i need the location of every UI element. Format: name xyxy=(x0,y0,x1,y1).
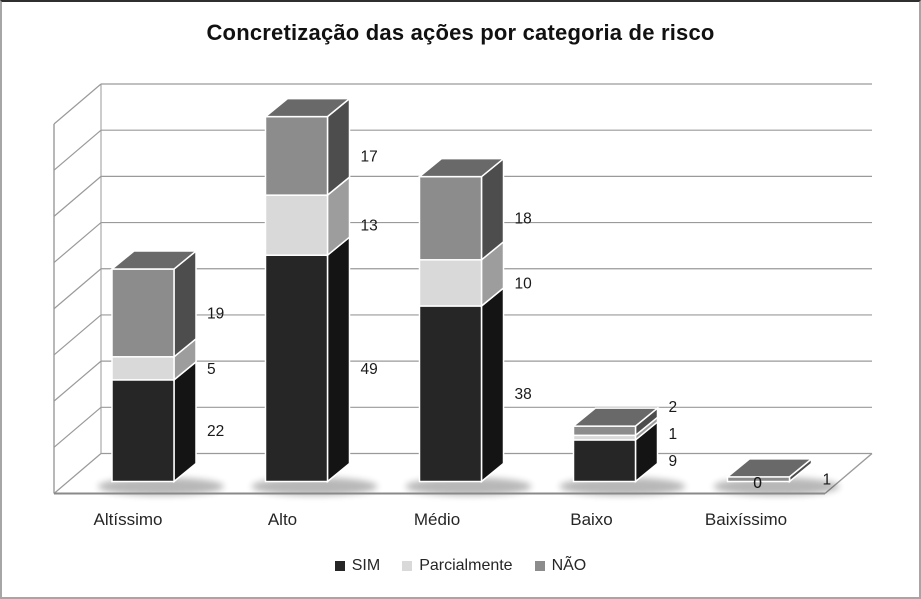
bar-segment-parcialmente-alto xyxy=(264,194,329,256)
data-label-parcialmente-alto: 13 xyxy=(361,218,378,235)
data-label-sim-altissimo: 22 xyxy=(207,423,224,440)
bar-segment-parcialmente-medio xyxy=(418,259,483,307)
legend: SIM Parcialmente NÃO xyxy=(2,557,919,575)
data-label-nao-medio: 18 xyxy=(515,211,532,228)
category-label-baixo: Baixo xyxy=(570,510,613,529)
bar-side-sim-altissimo xyxy=(173,360,197,484)
data-label-sim-medio: 38 xyxy=(515,386,532,403)
bar-segment-sim-medio xyxy=(418,305,483,483)
gridline-wall-diagonal xyxy=(53,406,102,448)
bar-segment-sim-alto xyxy=(264,254,329,483)
data-label-sim-baixo: 9 xyxy=(669,453,678,470)
legend-item-parcialmente: Parcialmente xyxy=(402,557,513,575)
gridline-wall-diagonal xyxy=(53,83,102,125)
bar-side-sim-medio xyxy=(480,286,505,484)
category-label-alto: Alto xyxy=(268,510,297,529)
gridline-wall-diagonal xyxy=(53,175,102,217)
category-label-baixissimo: Baixíssimo xyxy=(705,510,787,529)
data-label-nao-altissimo: 19 xyxy=(207,305,224,322)
legend-item-sim: SIM xyxy=(334,557,381,575)
data-label-sim-alto: 49 xyxy=(361,361,378,378)
category-label-altissimo: Altíssimo xyxy=(94,510,163,529)
bar-side-sim-alto xyxy=(326,235,351,484)
data-label-nao-alto: 17 xyxy=(361,148,378,165)
data-label-sim-baixissimo: 0 xyxy=(753,475,762,492)
gridline-wall-diagonal xyxy=(53,453,102,494)
chart-title: Concretização das ações por categoria de… xyxy=(206,20,715,45)
legend-swatch-sim-icon xyxy=(334,561,345,571)
legend-label-nao: NÃO xyxy=(551,557,587,574)
bar-segment-nao-medio xyxy=(418,175,483,261)
bar-segment-nao-baixo xyxy=(572,425,637,437)
gridline-wall-diagonal xyxy=(53,222,102,264)
bar-top-altissimo xyxy=(109,250,199,270)
legend-swatch-nao-icon xyxy=(534,561,545,571)
bar-segment-parcialmente-altissimo xyxy=(111,356,175,381)
gridline-wall-diagonal xyxy=(53,314,102,356)
bar-segment-nao-alto xyxy=(264,115,329,196)
bar-top-baixissimo xyxy=(725,458,814,478)
data-label-nao-baixo: 2 xyxy=(669,399,678,416)
category-label-medio: Médio xyxy=(414,510,460,529)
bar-segment-nao-altissimo xyxy=(111,268,175,358)
data-label-parcialmente-medio: 10 xyxy=(515,275,533,292)
data-label-parcialmente-baixissimo: 0 xyxy=(753,475,762,492)
gridline-wall-diagonal xyxy=(53,360,102,402)
legend-label-parcialmente: Parcialmente xyxy=(419,557,513,574)
gridline-wall-diagonal xyxy=(53,129,102,171)
bar-segment-sim-altissimo xyxy=(111,379,175,483)
legend-label-sim: SIM xyxy=(351,557,381,574)
data-label-parcialmente-altissimo: 5 xyxy=(207,361,216,378)
legend-item-nao: NÃO xyxy=(534,557,587,575)
bar-top-baixo xyxy=(571,407,660,427)
bar-top-alto xyxy=(263,97,352,118)
data-label-parcialmente-baixo: 1 xyxy=(669,426,678,443)
bar-top-medio xyxy=(417,157,506,178)
gridline-wall-diagonal xyxy=(53,268,102,310)
data-label-nao-baixissimo: 1 xyxy=(823,472,832,489)
legend-swatch-parcialmente-icon xyxy=(402,561,413,571)
bar-segment-sim-baixo xyxy=(572,439,637,483)
